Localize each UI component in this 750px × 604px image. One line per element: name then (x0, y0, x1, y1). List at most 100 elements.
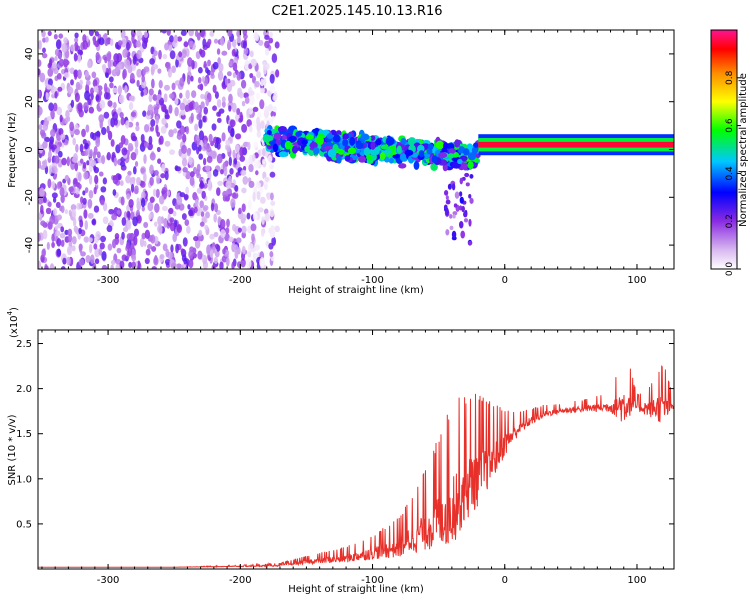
heatmap-cell (91, 71, 97, 79)
heatmap-cell (243, 47, 249, 55)
heatmap-cell (112, 189, 117, 196)
heatmap-cell (189, 171, 195, 178)
heatmap-cell (231, 102, 237, 113)
heatmap-cell (155, 188, 160, 198)
heatmap-cell (449, 225, 454, 231)
heatmap-cell (200, 101, 205, 109)
heatmap-cell (400, 137, 407, 145)
heatmap-cell (221, 50, 228, 56)
heatmap-cell (153, 169, 159, 176)
heatmap-cell (93, 165, 97, 172)
heatmap-cell (197, 77, 202, 84)
heatmap-cell (239, 146, 244, 157)
heatmap-cell (55, 230, 61, 237)
heatmap-cell (263, 77, 267, 87)
heatmap-cell (473, 142, 479, 148)
heatmap-cell (454, 191, 460, 199)
heatmap-cell (369, 148, 379, 156)
heatmap-cell (72, 137, 76, 146)
heatmap-cell (70, 44, 76, 52)
top-y-axis-label: Frequency (Hz) (7, 112, 18, 188)
heatmap-cell (54, 91, 58, 99)
y-tick-label: 20 (24, 95, 35, 108)
heatmap-cell (155, 124, 159, 134)
heatmap-cell (134, 160, 139, 167)
heatmap-cell (150, 119, 156, 127)
heatmap-cell (344, 155, 351, 162)
bottom-x-axis-label: Height of straight line (km) (288, 584, 424, 595)
heatmap-cell (261, 216, 265, 225)
heatmap-cell (48, 150, 52, 159)
heatmap-cell (203, 106, 209, 115)
heatmap-cell (171, 82, 176, 91)
heatmap-cell (220, 36, 225, 46)
heatmap-cell (463, 211, 468, 218)
heatmap-cell (227, 30, 233, 38)
heatmap-cell (460, 230, 466, 239)
heatmap-cell (92, 150, 96, 160)
x-tick-label: -300 (97, 275, 120, 286)
heatmap-cell (366, 154, 373, 161)
heatmap-cell (206, 69, 211, 76)
heatmap-cell (155, 115, 159, 125)
heatmap-cell (127, 246, 133, 257)
heatmap-cell (152, 63, 159, 70)
heatmap-cell (119, 111, 124, 119)
heatmap-cell (180, 248, 185, 254)
heatmap-cell (60, 194, 65, 204)
heatmap-cell (188, 209, 194, 217)
heatmap-cell (232, 149, 236, 159)
heatmap-cell (246, 109, 250, 119)
heatmap-cell (181, 144, 187, 154)
heatmap-cell (271, 53, 278, 64)
heatmap-cell (174, 97, 179, 106)
heatmap-cell (198, 130, 205, 141)
heatmap-cell (38, 59, 42, 67)
heatmap-cell (74, 128, 80, 136)
heatmap-cell (248, 63, 253, 70)
heatmap-cell (305, 134, 314, 140)
heatmap-cell (88, 189, 94, 199)
heatmap-cell (238, 207, 242, 215)
heatmap-cell (140, 90, 144, 97)
heatmap-cell (207, 59, 211, 67)
x-tick-label: -100 (361, 575, 384, 586)
heatmap-cell (68, 186, 74, 192)
heatmap-cell (228, 105, 232, 112)
heatmap-cell (246, 212, 251, 220)
heatmap-cell (443, 190, 449, 196)
heatmap-cell (269, 73, 275, 84)
heatmap-cell (66, 245, 73, 256)
heatmap-cell (93, 85, 99, 93)
heatmap-cell (188, 259, 194, 269)
heatmap-cell (237, 246, 241, 255)
heatmap-cell (179, 109, 186, 116)
heatmap-cell (82, 190, 86, 196)
heatmap-cell (120, 117, 125, 126)
heatmap-cell (83, 102, 89, 111)
heatmap-cell (52, 196, 57, 203)
heatmap-cell (355, 142, 364, 150)
heatmap-cell (211, 123, 217, 131)
heatmap-cell (158, 135, 164, 145)
heatmap-cell (88, 106, 95, 114)
heatmap-cell (452, 214, 456, 219)
heatmap-cell (136, 176, 141, 186)
heatmap-cell (51, 192, 58, 199)
y-tick-label: 2.5 (16, 339, 32, 350)
heatmap-cell (86, 80, 91, 86)
heatmap-cell (48, 139, 54, 150)
heatmap-cell (129, 72, 135, 83)
heatmap-cell (46, 242, 50, 250)
x-tick-label: -200 (229, 575, 252, 586)
heatmap-cell (53, 155, 60, 164)
heatmap-cell (169, 35, 174, 43)
x-tick-label: 100 (627, 575, 646, 586)
heatmap-cell (77, 69, 82, 80)
heatmap-cell (248, 164, 254, 173)
heatmap-cell (39, 187, 45, 197)
heatmap-cell (47, 201, 52, 208)
heatmap-cell (248, 90, 255, 96)
heatmap-cell (217, 57, 221, 65)
heatmap-cell (72, 217, 77, 227)
